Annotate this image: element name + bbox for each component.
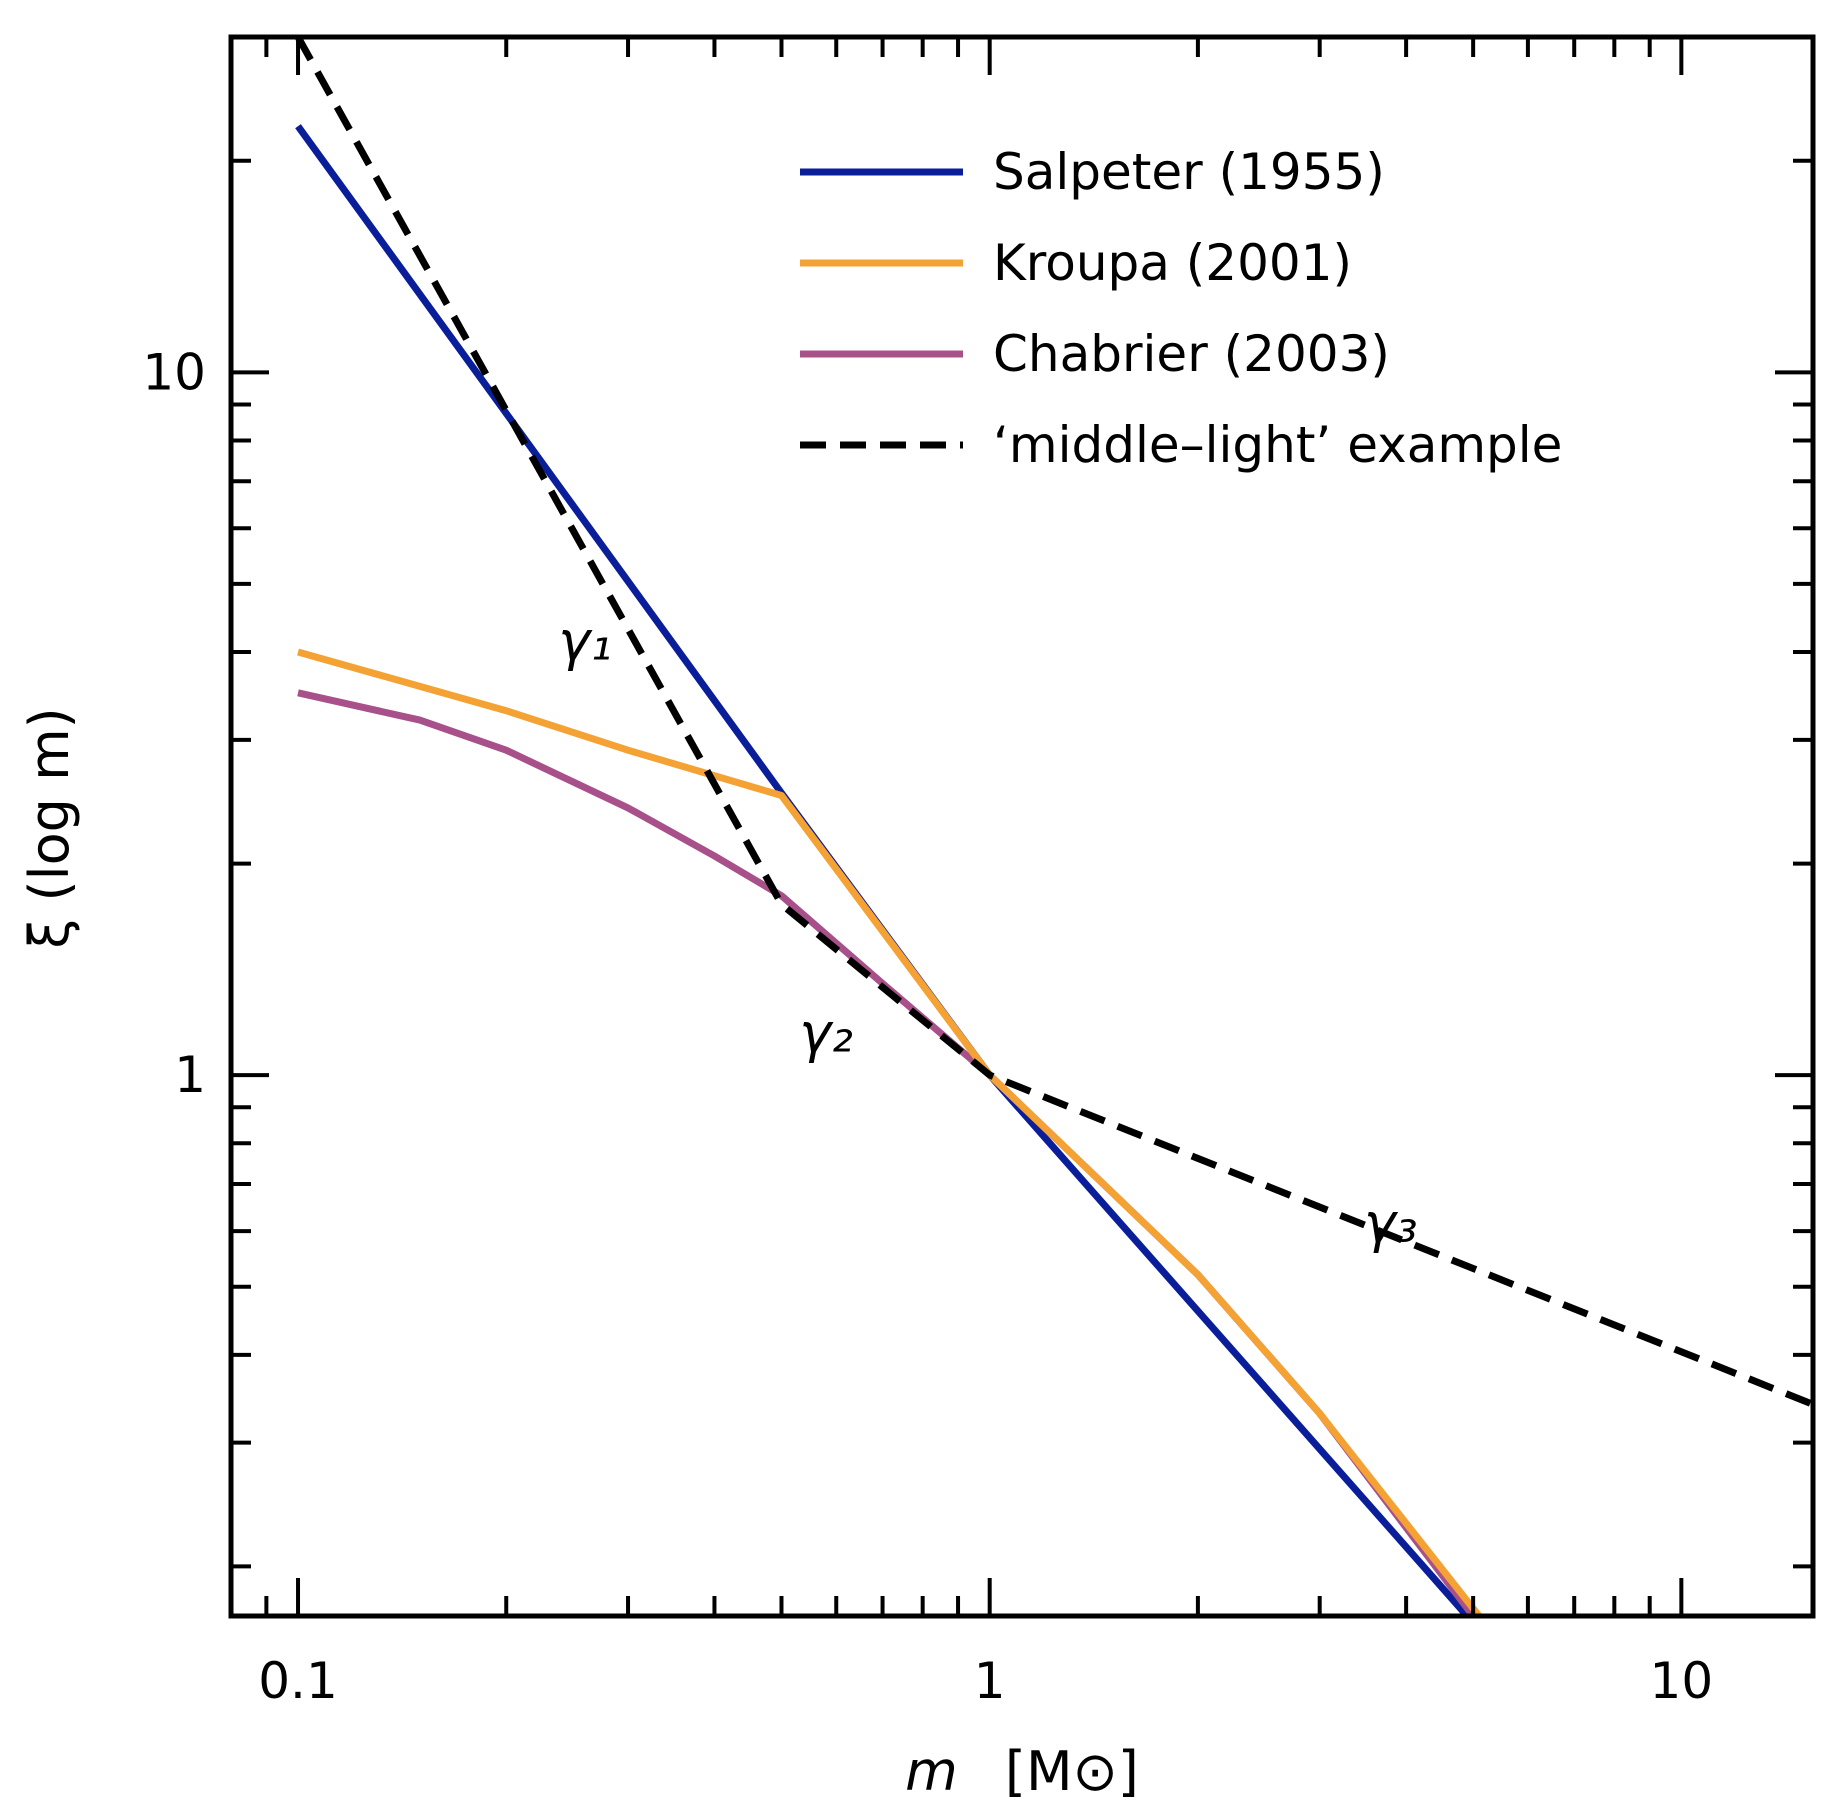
- label-layer: 0.1 1 10 1 10 γ₁ γ₂ γ₃: [142, 343, 1713, 1710]
- x-axis-label: m [M⊙]: [905, 1740, 1139, 1803]
- tick-layer: [229, 35, 1813, 1616]
- x-tick-label: 1: [974, 1652, 1006, 1710]
- legend-label-1: Kroupa (2001): [993, 234, 1352, 292]
- legend-label-2: Chabrier (2003): [993, 325, 1390, 383]
- series-line-1: [297, 648, 1482, 1616]
- x-tick-label: 0.1: [258, 1652, 338, 1710]
- plot-frame: [228, 34, 1816, 1619]
- gamma-annotation-3: γ₃: [1364, 1191, 1418, 1254]
- series-layer: [294, 37, 1813, 1616]
- y-tick-label: 10: [142, 343, 206, 401]
- x-tick-label: 10: [1650, 1652, 1714, 1710]
- gamma-annotation-1: γ₁: [558, 610, 612, 673]
- y-axis-label: ξ (log m): [18, 707, 81, 949]
- y-tick-label: 1: [174, 1046, 206, 1104]
- x-axis-label-var: m: [905, 1740, 958, 1803]
- gamma-annotation-2: γ₂: [799, 1002, 853, 1065]
- legend-label-3: ‘middle–light’ example: [993, 416, 1562, 474]
- legend-label-0: Salpeter (1955): [993, 143, 1385, 201]
- legend: Salpeter (1955) Kroupa (2001) Chabrier (20…: [800, 143, 1562, 474]
- series-line-3: [294, 37, 1813, 1408]
- x-axis-label-unit: [M⊙]: [1005, 1740, 1139, 1803]
- series-line-2: [297, 689, 1476, 1616]
